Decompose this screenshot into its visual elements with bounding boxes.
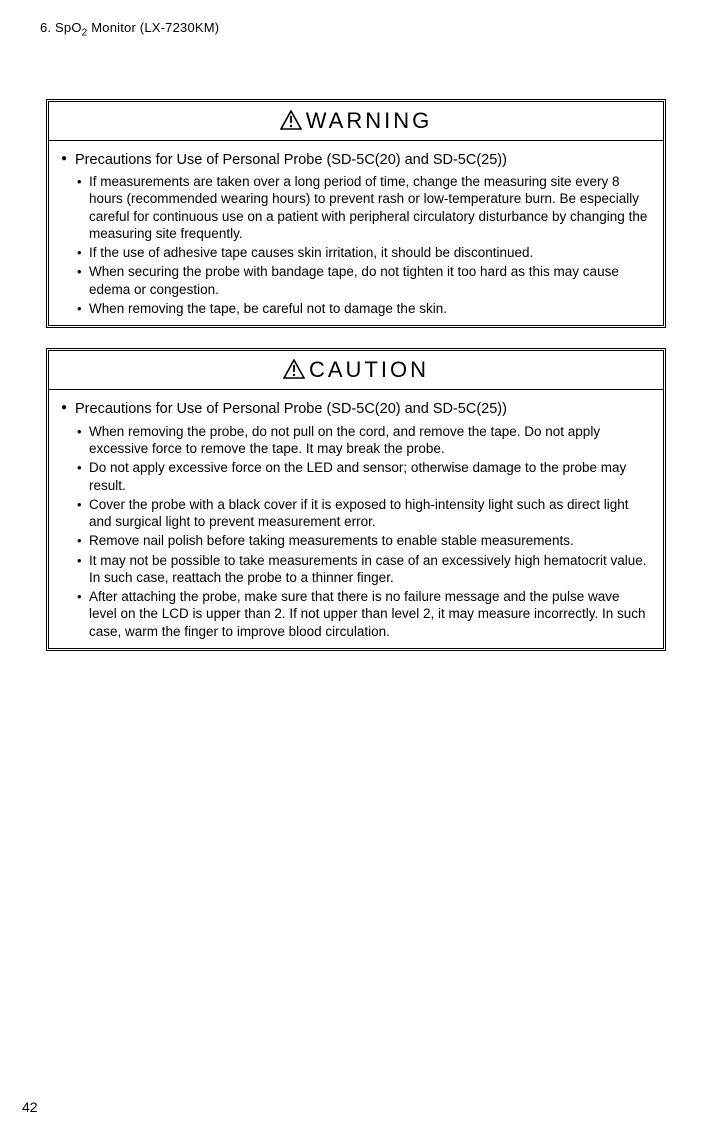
list-item: After attaching the probe, make sure tha…	[89, 588, 651, 640]
list-item: Do not apply excessive force on the LED …	[89, 459, 651, 494]
caution-items: When removing the probe, do not pull on …	[61, 423, 651, 640]
warning-box: WARNING Precautions for Use of Personal …	[46, 99, 666, 329]
caution-section-title: Precautions for Use of Personal Probe (S…	[61, 400, 651, 419]
warning-section-title: Precautions for Use of Personal Probe (S…	[61, 151, 651, 170]
warning-title-row: WARNING	[49, 102, 663, 141]
caution-box: CAUTION Precautions for Use of Personal …	[46, 348, 666, 651]
list-item: If the use of adhesive tape causes skin …	[89, 244, 651, 261]
header-suffix: Monitor (LX-7230KM)	[87, 20, 219, 35]
header-prefix: 6. SpO	[40, 20, 82, 35]
list-item: Remove nail polish before taking measure…	[89, 532, 651, 549]
warning-body: Precautions for Use of Personal Probe (S…	[49, 141, 663, 326]
list-item: When removing the tape, be careful not t…	[89, 300, 651, 317]
list-item: If measurements are taken over a long pe…	[89, 173, 651, 242]
page-header: 6. SpO2 Monitor (LX-7230KM)	[40, 20, 672, 39]
caution-body: Precautions for Use of Personal Probe (S…	[49, 390, 663, 648]
list-item: It may not be possible to take measureme…	[89, 552, 651, 587]
warning-items: If measurements are taken over a long pe…	[61, 173, 651, 317]
caution-title-row: CAUTION	[49, 351, 663, 390]
list-item: When removing the probe, do not pull on …	[89, 423, 651, 458]
list-item: When securing the probe with bandage tap…	[89, 263, 651, 298]
page-number: 42	[22, 1099, 38, 1115]
warning-triangle-icon	[280, 110, 302, 136]
caution-title: CAUTION	[309, 357, 429, 382]
list-item: Cover the probe with a black cover if it…	[89, 496, 651, 531]
warning-title: WARNING	[306, 108, 433, 133]
caution-triangle-icon	[283, 359, 305, 385]
